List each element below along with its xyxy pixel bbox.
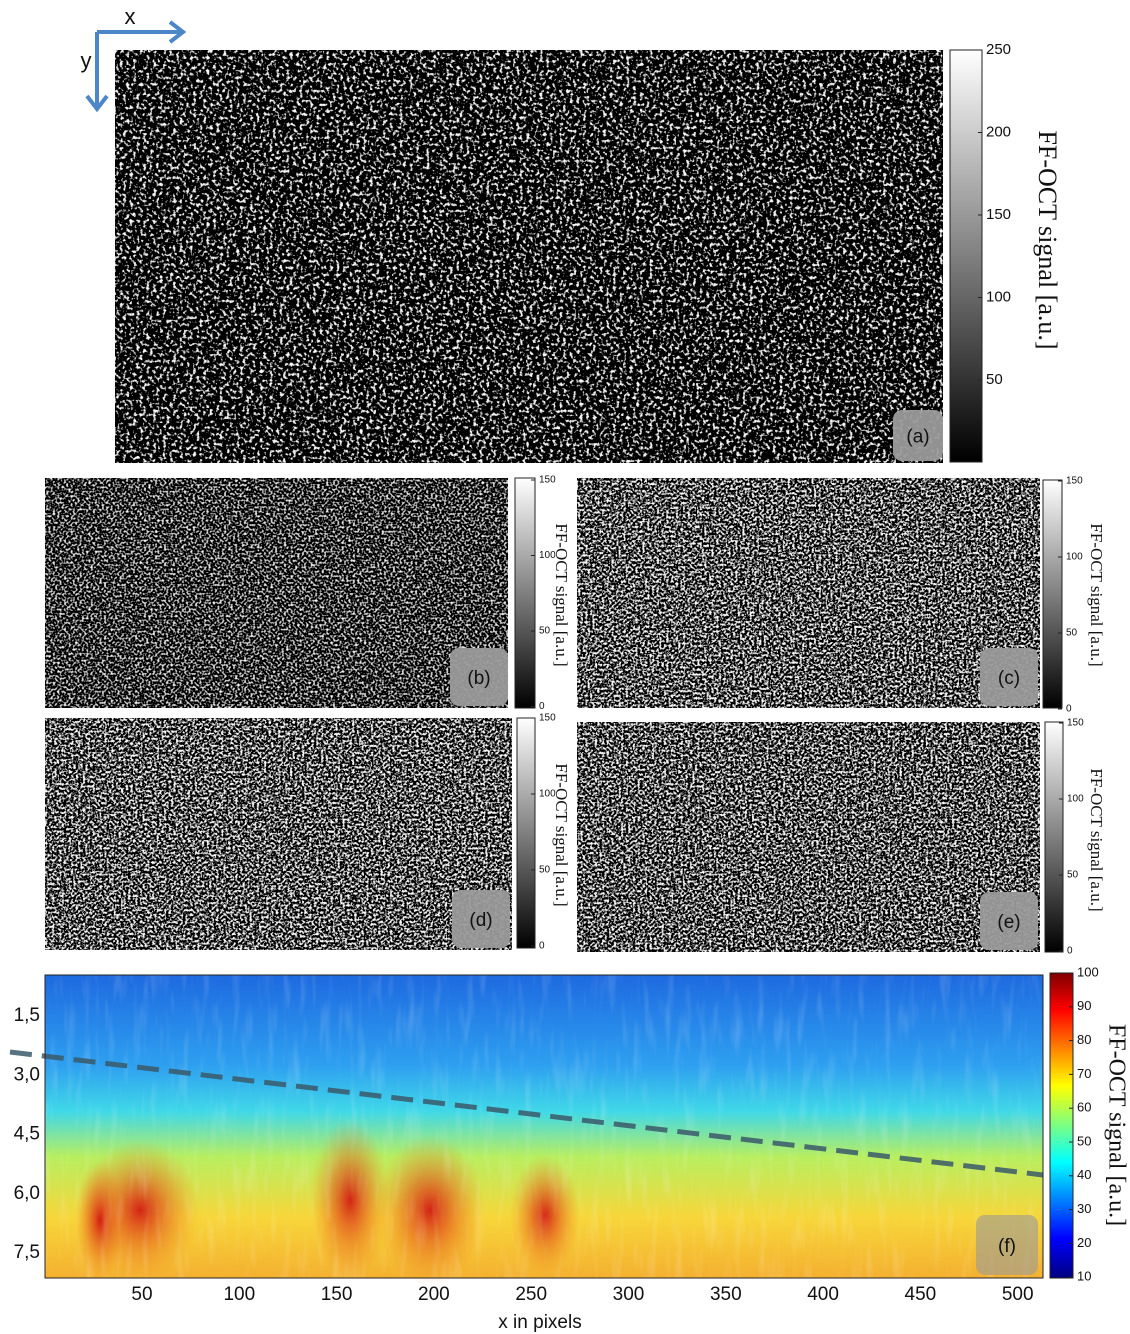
panel-label-box [980, 648, 1038, 706]
colorbar [514, 477, 536, 709]
x-tick-label: 250 [515, 1284, 547, 1305]
colorbar-title: FF-OCT signal [a.u.] [1033, 130, 1062, 349]
colorbar-tick-label: 50 [986, 371, 1003, 388]
x-tick-label: 300 [613, 1284, 645, 1305]
colorbar-tick-label: 0 [1067, 946, 1073, 957]
y-tick-label: 6,0 [14, 1183, 40, 1204]
depth-texture [45, 975, 1043, 1278]
colorbar-tick-label: 150 [539, 475, 556, 486]
colorbar-tick-label: 50 [1077, 1133, 1091, 1148]
oct-speckle [115, 50, 943, 463]
colorbar-tick-label: 100 [1067, 794, 1084, 805]
colorbar-tick-label: 150 [986, 206, 1011, 223]
oct-speckle [45, 478, 508, 708]
colorbar-tick-label: 10 [1077, 1269, 1091, 1284]
frame [44, 974, 1044, 1279]
colorbar-tick-label: 50 [1066, 628, 1078, 639]
oct-speckle [577, 722, 1040, 952]
panel-label: (a) [906, 427, 929, 448]
y-tick-label: 3,0 [14, 1064, 40, 1085]
colorbar [1044, 721, 1064, 953]
x-axis-title: x in pixels [498, 1312, 581, 1333]
colorbar-title: FF-OCT signal [a.u.] [552, 523, 571, 666]
colorbar-tick-label: 80 [1077, 1032, 1091, 1047]
panel-label-box [452, 890, 510, 948]
panel-label: (e) [997, 912, 1020, 933]
colorbar-tick-label: 60 [1077, 1100, 1091, 1115]
x-tick-label: 200 [418, 1284, 450, 1305]
orientation-arrows [85, 20, 187, 113]
colorbar [516, 717, 536, 949]
colorbar-tick-label: 40 [1077, 1167, 1091, 1182]
colorbar-tick-label: 20 [1077, 1235, 1091, 1250]
x-tick-label: 100 [223, 1284, 255, 1305]
x-tick-label: 500 [1002, 1284, 1034, 1305]
x-tick-label: 350 [710, 1284, 742, 1305]
panel-label-box [980, 892, 1038, 950]
colorbar-title: FF-OCT signal [a.u.] [1087, 768, 1106, 911]
panel-label-box [893, 410, 943, 461]
y-tick-label: 1,5 [14, 1005, 40, 1026]
colorbar-tick-label: 0 [539, 941, 545, 952]
oct-speckle [45, 718, 512, 950]
colorbar [1049, 972, 1074, 1279]
colorbar-tick-label: 0 [539, 701, 545, 712]
oct-speckle [577, 478, 1040, 708]
colorbar-tick-label: 0 [1066, 704, 1072, 715]
axis-x-label: x [125, 4, 136, 29]
colorbar-title: FF-OCT signal [a.u.] [1087, 523, 1106, 666]
surface-line [9, 1049, 1044, 1178]
colorbar [1042, 479, 1063, 709]
panel-label-box [450, 648, 508, 706]
colorbar-tick-label: 200 [986, 123, 1011, 140]
panel-label: (d) [469, 910, 492, 931]
colorbar-tick-label: 150 [1066, 476, 1083, 487]
colorbar-tick-label: 100 [986, 288, 1011, 305]
colorbar-tick-label: 100 [1066, 552, 1083, 563]
colorbar-tick-label: 50 [539, 865, 551, 876]
colorbar-title: FF-OCT signal [a.u.] [1103, 1024, 1129, 1226]
colorbar-tick-label: 150 [1067, 718, 1084, 729]
x-tick-label: 450 [905, 1284, 937, 1305]
colorbar-tick-label: 30 [1077, 1201, 1091, 1216]
panel-label: (b) [467, 668, 490, 689]
colorbar-tick-label: 250 [986, 41, 1011, 58]
panel-label-box [976, 1215, 1038, 1275]
axis-y-label: y [81, 48, 92, 73]
colorbar-tick-label: 100 [539, 550, 556, 561]
y-tick-label: 7,5 [14, 1242, 40, 1263]
colorbar-tick-label: 150 [539, 713, 556, 724]
y-tick-label: 4,5 [14, 1124, 40, 1145]
colorbar-tick-label: 50 [1067, 870, 1079, 881]
colorbar-tick-label: 50 [539, 626, 551, 637]
colorbar-tick-label: 90 [1077, 998, 1091, 1013]
colorbar [949, 49, 983, 463]
x-tick-label: 400 [807, 1284, 839, 1305]
x-tick-label: 50 [131, 1284, 152, 1305]
x-tick-label: 150 [321, 1284, 353, 1305]
colorbar-tick-label: 100 [1077, 964, 1099, 979]
colorbar-title: FF-OCT signal [a.u.] [552, 763, 571, 906]
colorbar-tick-label: 100 [539, 789, 556, 800]
panel-label: (c) [998, 668, 1020, 689]
colorbar-tick-label: 70 [1077, 1066, 1091, 1081]
panel-label: (f) [998, 1236, 1016, 1257]
